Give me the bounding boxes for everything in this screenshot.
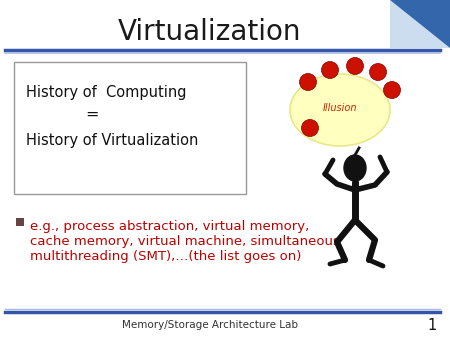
Circle shape [346,57,364,74]
Text: e.g., process abstraction, virtual memory,: e.g., process abstraction, virtual memor… [30,220,309,233]
Circle shape [300,73,316,91]
Circle shape [383,81,400,98]
Text: History of Virtualization: History of Virtualization [26,132,198,147]
Ellipse shape [290,74,390,146]
Text: 1: 1 [428,317,436,333]
Text: cache memory, virtual machine, simultaneous: cache memory, virtual machine, simultane… [30,235,340,248]
Text: Illusion: Illusion [323,103,357,113]
Circle shape [302,120,319,137]
Text: multithreading (SMT),…(the list goes on): multithreading (SMT),…(the list goes on) [30,250,301,263]
Circle shape [369,64,387,80]
FancyBboxPatch shape [14,62,246,194]
Text: Virtualization: Virtualization [118,18,302,46]
Text: History of  Computing: History of Computing [26,84,186,99]
Ellipse shape [344,155,366,181]
Polygon shape [390,0,450,48]
Text: Memory/Storage Architecture Lab: Memory/Storage Architecture Lab [122,320,298,330]
Circle shape [321,62,338,78]
Bar [16,218,24,226]
Text: =: = [85,106,99,121]
Polygon shape [390,0,450,48]
